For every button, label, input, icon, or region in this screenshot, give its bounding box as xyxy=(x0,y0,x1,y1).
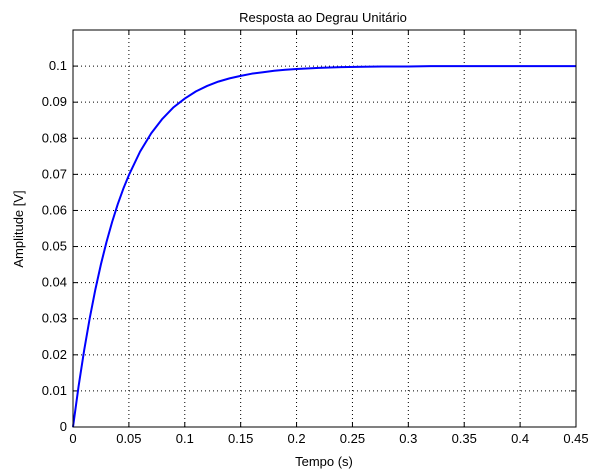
y-tick-label: 0.01 xyxy=(42,383,67,398)
y-tick-label: 0.1 xyxy=(49,58,67,73)
x-tick-label: 0.4 xyxy=(511,431,529,446)
y-tick-label: 0.07 xyxy=(42,166,67,181)
y-tick-label: 0.04 xyxy=(42,275,67,290)
y-tick-label: 0.09 xyxy=(42,94,67,109)
x-axis-label: Tempo (s) xyxy=(295,454,353,469)
x-tick-label: 0 xyxy=(69,431,76,446)
x-tick-label: 0.1 xyxy=(176,431,194,446)
data-series xyxy=(72,65,576,428)
y-tick-label: 0 xyxy=(60,419,67,434)
y-axis-label: Amplitude [V] xyxy=(11,190,26,267)
y-tick-label: 0.03 xyxy=(42,311,67,326)
x-tick-label: 0.2 xyxy=(288,431,306,446)
plot-area xyxy=(73,30,576,427)
axes-frame xyxy=(72,29,577,428)
x-tick-labels: 0 0.05 0.1 0.15 0.2 0.25 0.3 0.35 0.4 0.45 xyxy=(69,431,588,446)
x-tick-label: 0.05 xyxy=(116,431,141,446)
step-response-line xyxy=(72,65,576,428)
x-tick-label: 0.45 xyxy=(563,431,588,446)
chart-title: Resposta ao Degrau Unitário xyxy=(239,10,407,25)
y-tick-labels: 0 0.01 0.02 0.03 0.04 0.05 0.06 0.07 0.08 0.09 0.1 xyxy=(42,58,67,434)
y-tick-label: 0.02 xyxy=(42,347,67,362)
x-tick-label: 0.15 xyxy=(228,431,253,446)
y-tick-label: 0.06 xyxy=(42,202,67,217)
x-tick-label: 0.35 xyxy=(452,431,477,446)
y-tick-label: 0.08 xyxy=(42,130,67,145)
y-tick-label: 0.05 xyxy=(42,239,67,254)
x-tick-label: 0.3 xyxy=(399,431,417,446)
x-tick-label: 0.25 xyxy=(340,431,365,446)
